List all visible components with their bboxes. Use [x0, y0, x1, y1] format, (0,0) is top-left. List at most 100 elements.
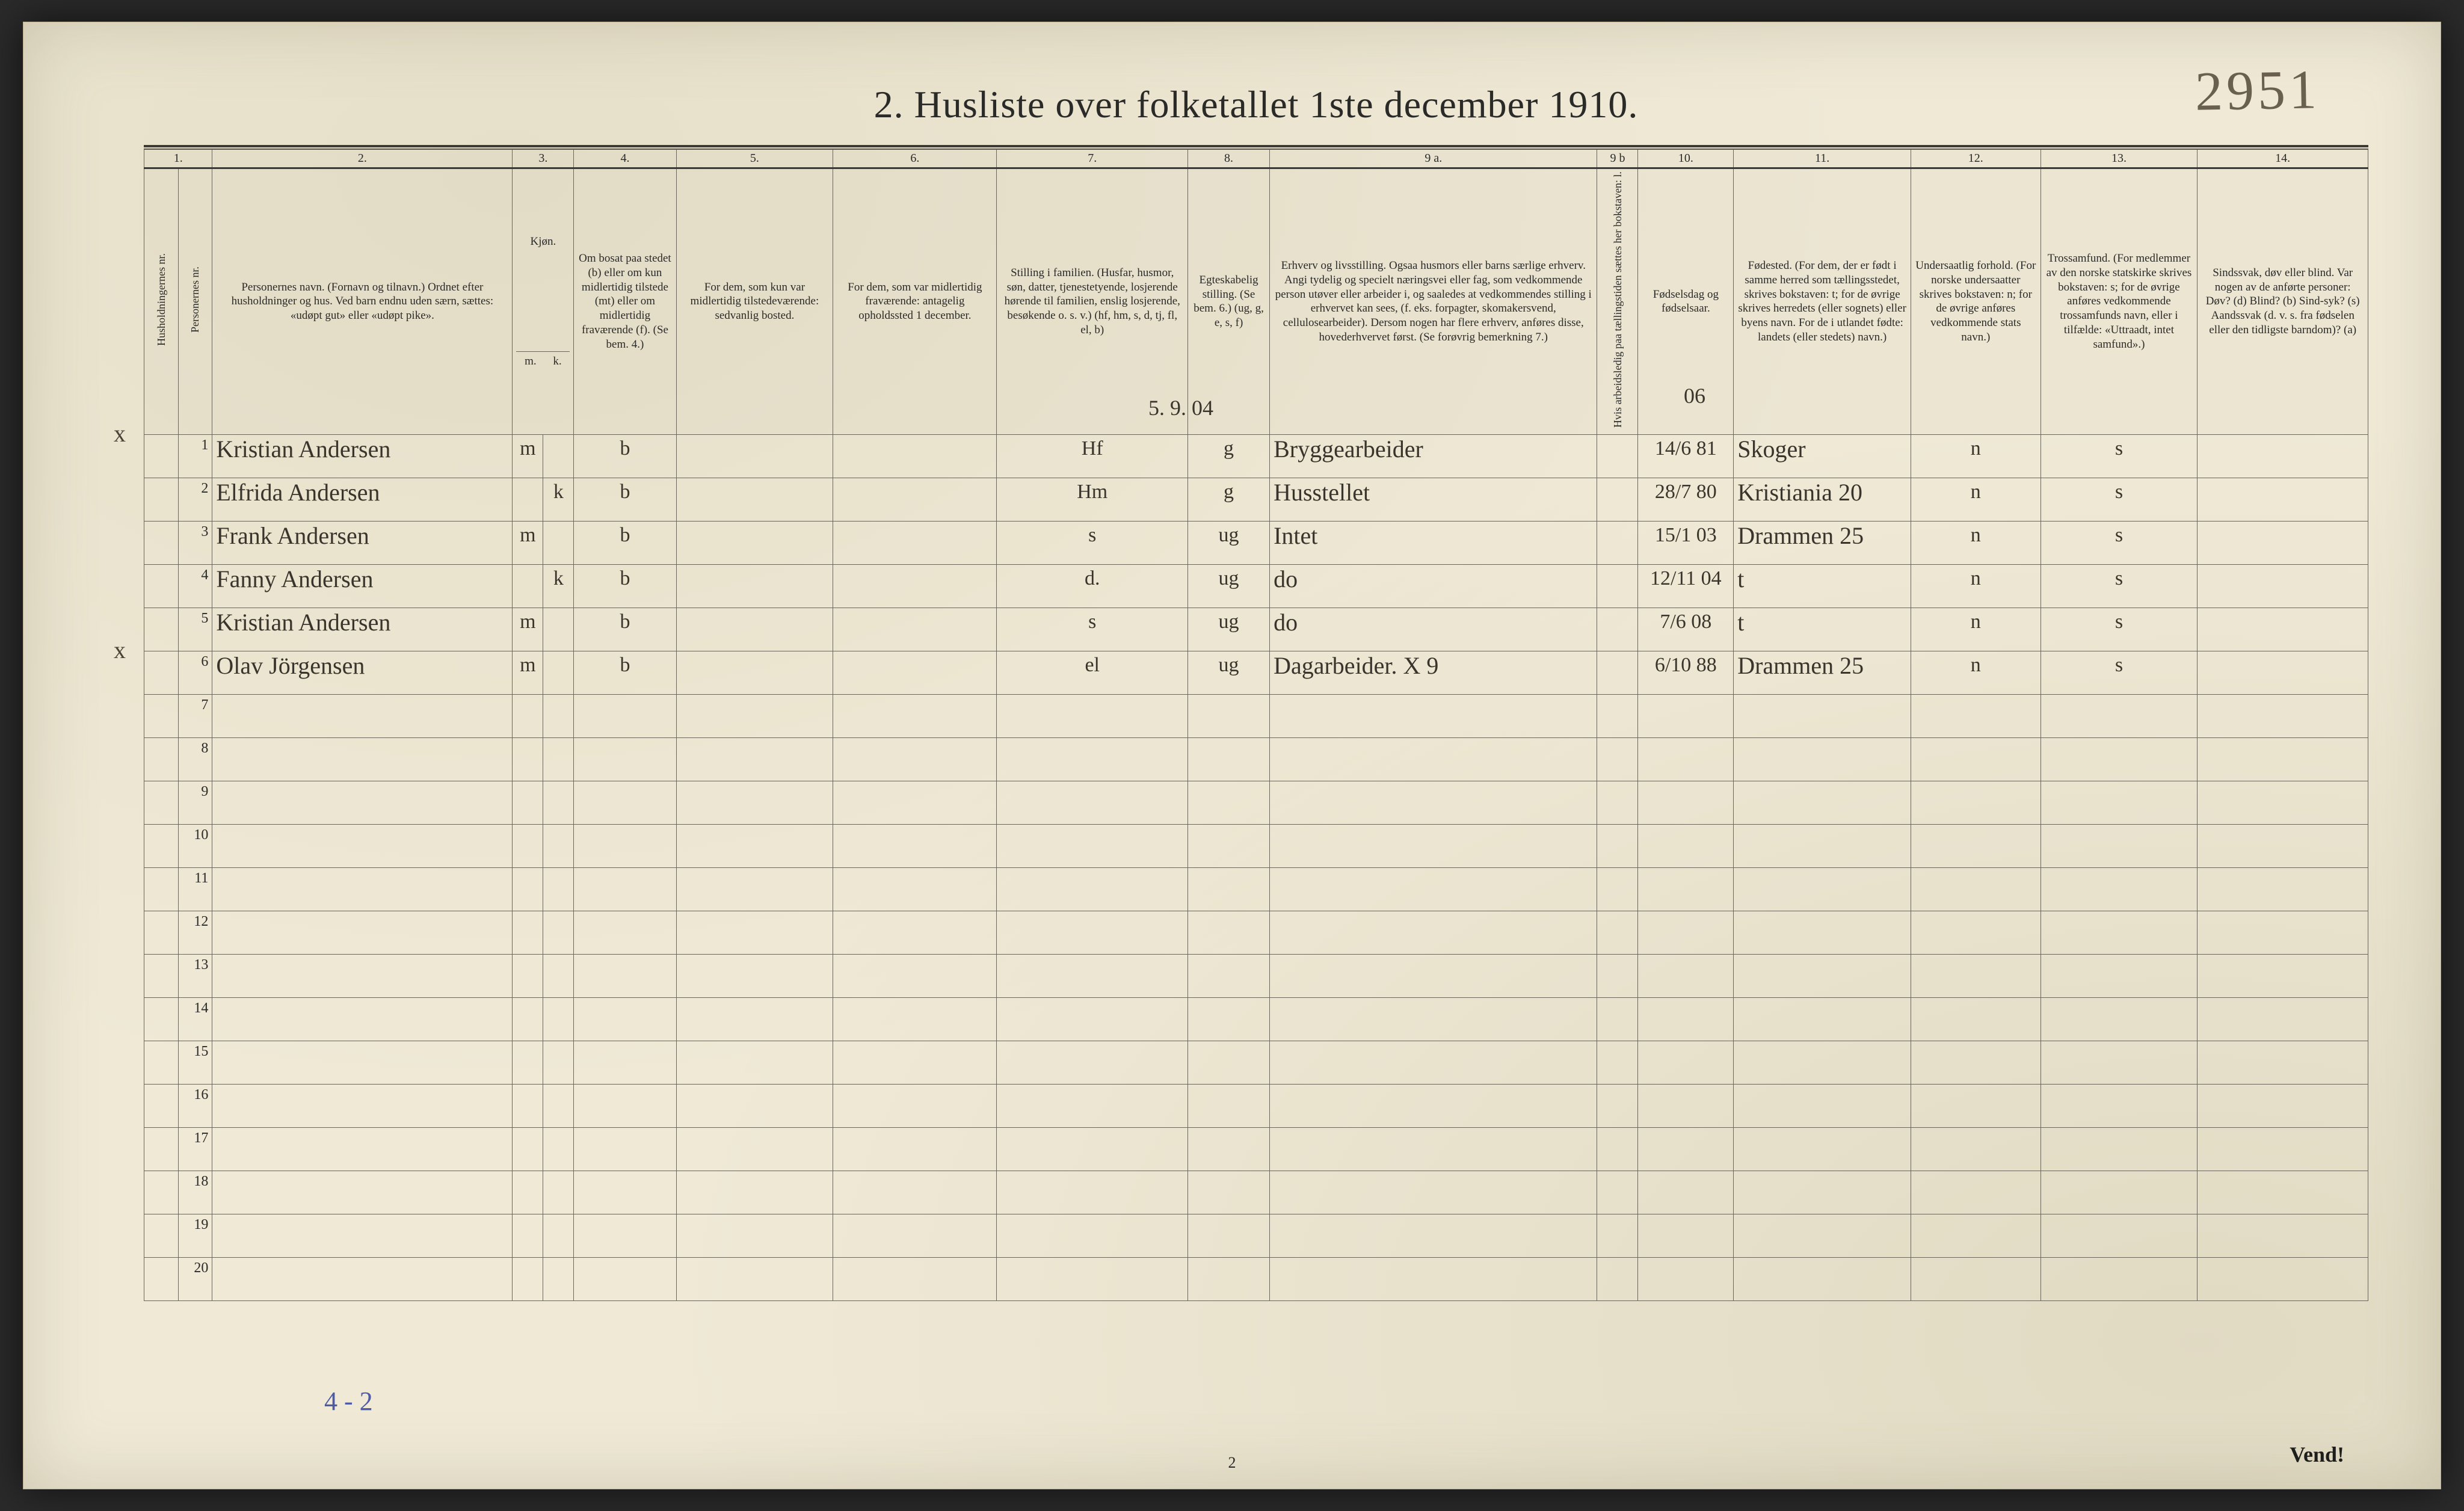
cell-birthplace [1734, 867, 1911, 911]
cell-household-nr [144, 824, 179, 867]
cell-nationality [1911, 694, 2040, 737]
table-row: 12 [144, 911, 2368, 954]
cell-residence-status: b [574, 478, 676, 521]
cell-sex-k [543, 1214, 574, 1257]
sheet-number-handwritten: 2951 [2194, 57, 2321, 123]
cell-family-position [997, 997, 1188, 1041]
cell-name: Fanny Andersen [212, 564, 513, 608]
cell-disability [2198, 651, 2368, 694]
cell-birthplace [1734, 1214, 1911, 1257]
cell-nationality: n [1911, 434, 2040, 478]
cell-religion [2040, 1084, 2198, 1127]
cell-temp-absent [833, 608, 997, 651]
header-3-title: Kjøn. [516, 235, 570, 249]
header-1a-text: Husholdningernes nr. [155, 253, 168, 346]
cell-sex-k [543, 824, 574, 867]
cell-name: Elfrida Andersen [212, 478, 513, 521]
cell-name [212, 1214, 513, 1257]
cell-name [212, 824, 513, 867]
cell-occupation [1270, 1127, 1597, 1171]
cell-religion [2040, 1257, 2198, 1300]
cell-birthplace [1734, 911, 1911, 954]
cell-religion [2040, 1214, 2198, 1257]
cell-religion: s [2040, 434, 2198, 478]
cell-nationality [1911, 1171, 2040, 1214]
cell-birth [1638, 954, 1734, 997]
vend-label: Vend! [2290, 1442, 2344, 1467]
census-page: 2951 2. Husliste over folketallet 1ste d… [23, 22, 2441, 1489]
cell-household-nr [144, 737, 179, 781]
cell-residence-status [574, 694, 676, 737]
cell-household-nr [144, 608, 179, 651]
cell-person-nr: 18 [178, 1171, 212, 1214]
cell-disability [2198, 1257, 2368, 1300]
page-title: 2. Husliste over folketallet 1ste decemb… [144, 82, 2368, 127]
cell-religion [2040, 824, 2198, 867]
table-row: 20 [144, 1257, 2368, 1300]
cell-birthplace [1734, 694, 1911, 737]
cell-marital [1188, 1171, 1270, 1214]
cell-family-position [997, 1041, 1188, 1084]
cell-person-nr: 12 [178, 911, 212, 954]
cell-person-nr: 19 [178, 1214, 212, 1257]
cell-temp-present [676, 694, 833, 737]
rule-top-strong [144, 145, 2368, 147]
cell-temp-absent [833, 824, 997, 867]
cell-person-nr: 9 [178, 781, 212, 824]
cell-household-nr [144, 1084, 179, 1127]
cell-family-position: d. [997, 564, 1188, 608]
cell-sex-m: m [513, 521, 543, 564]
cell-sex-k [543, 781, 574, 824]
cell-nationality [1911, 1127, 2040, 1171]
header-12: Undersaatlig forhold. (For norske unders… [1911, 168, 2040, 435]
table-row: 15 [144, 1041, 2368, 1084]
cell-disability [2198, 1127, 2368, 1171]
cell-name [212, 997, 513, 1041]
cell-religion: s [2040, 608, 2198, 651]
header-3: Kjøn. m. k. [513, 168, 574, 435]
cell-family-position: Hm [997, 478, 1188, 521]
cell-birth [1638, 1041, 1734, 1084]
cell-marital [1188, 1041, 1270, 1084]
cell-unemployed [1597, 434, 1638, 478]
table-row: 6Olav JörgensenmbelugDagarbeider. X 96/1… [144, 651, 2368, 694]
cell-occupation [1270, 911, 1597, 954]
cell-sex-k [543, 1171, 574, 1214]
cell-birthplace: t [1734, 608, 1911, 651]
cell-sex-k [543, 608, 574, 651]
cell-disability [2198, 694, 2368, 737]
cell-marital: g [1188, 434, 1270, 478]
cell-occupation: Bryggearbeider [1270, 434, 1597, 478]
cell-household-nr [144, 1127, 179, 1171]
cell-unemployed [1597, 478, 1638, 521]
cell-nationality [1911, 1214, 2040, 1257]
cell-birth [1638, 1214, 1734, 1257]
cell-temp-absent [833, 564, 997, 608]
cell-temp-absent [833, 997, 997, 1041]
cell-residence-status [574, 954, 676, 997]
cell-temp-absent [833, 1041, 997, 1084]
cell-religion [2040, 954, 2198, 997]
cell-person-nr: 6 [178, 651, 212, 694]
header-14: Sindssvak, døv eller blind. Var nogen av… [2198, 168, 2368, 435]
table-row: 13 [144, 954, 2368, 997]
cell-occupation [1270, 694, 1597, 737]
cell-temp-absent [833, 737, 997, 781]
cell-sex-m [513, 1257, 543, 1300]
table-row: 4Fanny Andersenkbd.ugdo12/11 04tns [144, 564, 2368, 608]
cell-temp-present [676, 997, 833, 1041]
cell-occupation [1270, 737, 1597, 781]
header-6: For dem, som var midlertidig fraværende:… [833, 168, 997, 435]
cell-household-nr [144, 997, 179, 1041]
cell-temp-present [676, 911, 833, 954]
cell-residence-status [574, 824, 676, 867]
cell-disability [2198, 1084, 2368, 1127]
cell-occupation: Intet [1270, 521, 1597, 564]
cell-disability [2198, 1171, 2368, 1214]
cell-person-nr: 7 [178, 694, 212, 737]
cell-temp-present [676, 737, 833, 781]
cell-religion [2040, 737, 2198, 781]
cell-person-nr: 10 [178, 824, 212, 867]
cell-temp-present [676, 781, 833, 824]
cell-name [212, 867, 513, 911]
